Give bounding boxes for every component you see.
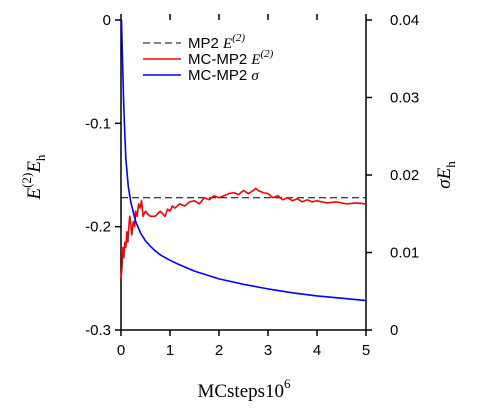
ticks: 0 1 2 3 4 5 0 -0.1 -0.2 -0.3 0.04 0.03 0.02 0.01 0 xyxy=(85,12,419,359)
x-tick-label: 4 xyxy=(313,342,321,359)
x-tick-label: 5 xyxy=(362,342,370,359)
left-axis-title-main: E xyxy=(24,161,45,174)
right-axis-title: σEh xyxy=(434,161,458,189)
left-axis-title: E(2)Eh xyxy=(19,154,48,200)
x-tick-label: 0 xyxy=(117,342,125,359)
left-axis-title-sub: h xyxy=(33,154,48,161)
y-right-tick-label: 0.03 xyxy=(390,90,419,107)
x-axis-title-main: MCsteps xyxy=(197,381,265,402)
y-right-tick-label: 0 xyxy=(390,322,398,339)
right-axis-title-main: E xyxy=(434,167,455,180)
y-left-tick-label: -0.3 xyxy=(85,322,111,339)
y-left-tick-label: -0.2 xyxy=(85,219,111,236)
x-tick-label: 1 xyxy=(166,342,174,359)
right-axis-title-pre: σ xyxy=(434,179,455,189)
legend-label: MP2 E(2) xyxy=(188,32,245,52)
y-right-tick-label: 0.02 xyxy=(390,167,419,184)
legend: MP2 E(2)MC-MP2 E(2)MC-MP2 σ xyxy=(143,32,274,84)
x-axis-title-super: 6 xyxy=(284,376,291,391)
y-right-tick-label: 0.04 xyxy=(390,12,419,29)
left-axis-title-pre: E xyxy=(24,187,45,200)
y-right-tick-label: 0.01 xyxy=(390,245,419,262)
series-line-1 xyxy=(120,187,367,279)
x-tick-label: 2 xyxy=(215,342,223,359)
series-line-2 xyxy=(120,19,367,302)
y-left-tick-label: 0 xyxy=(103,12,111,29)
right-axis-title-sub: h xyxy=(443,161,458,168)
legend-label: MC-MP2 σ xyxy=(188,67,259,84)
x-axis-title-sep: 10 xyxy=(265,381,284,402)
series-layer xyxy=(120,19,367,302)
x-tick-label: 3 xyxy=(264,342,272,359)
left-axis-title-sup: (2) xyxy=(19,173,34,188)
legend-label: MC-MP2 E(2) xyxy=(188,48,274,68)
y-left-tick-label: -0.1 xyxy=(85,115,111,132)
x-axis-title: MCsteps106 xyxy=(197,376,291,402)
